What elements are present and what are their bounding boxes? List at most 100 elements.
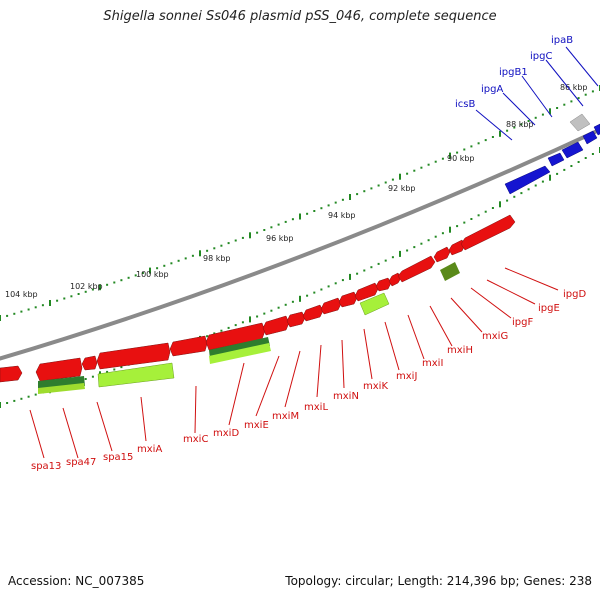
summary-text: Topology: circular; Length: 214,396 bp; …: [285, 574, 592, 588]
track-tick: [184, 257, 187, 260]
map-title: Shigella sonnei Ss046 plasmid pSS_046, c…: [103, 9, 497, 24]
track-tick: [284, 303, 287, 306]
track-tick: [127, 276, 130, 279]
track-tick: [20, 310, 23, 313]
track-tick: [370, 187, 373, 190]
scale-label-88: 88 kbp: [506, 120, 534, 129]
track-tick: [27, 395, 30, 398]
track-tick: [549, 174, 551, 181]
track-tick: [220, 329, 223, 332]
gene-ipgC: [582, 130, 598, 145]
label-mxiH: mxiH: [447, 345, 473, 356]
scale-label-104: 104 kbp: [5, 290, 38, 299]
track-tick: [341, 198, 344, 201]
label-ipaB: ipaB: [551, 35, 573, 46]
track-tick: [356, 193, 359, 196]
scale-label-98: 98 kbp: [203, 254, 231, 263]
label-ipgB1: ipgB1: [499, 67, 528, 78]
track-tick: [484, 210, 487, 213]
track-tick: [284, 220, 287, 223]
track-tick: [499, 130, 501, 137]
track-tick: [291, 300, 294, 303]
track-tick: [399, 250, 401, 257]
track-tick: [527, 120, 530, 122]
label-mxiA: mxiA: [137, 444, 162, 455]
label-spa13: spa13: [31, 461, 61, 472]
label-ipgF: ipgF: [512, 317, 533, 328]
red-leader-lines: [29, 267, 559, 459]
track-tick: [113, 368, 116, 371]
track-tick: [13, 312, 16, 315]
track-tick: [206, 249, 209, 252]
track-tick: [434, 235, 437, 238]
track-tick: [356, 272, 359, 275]
backbone-arc: [0, 127, 600, 361]
track-tick: [413, 246, 416, 249]
track-tick: [420, 242, 423, 245]
scale-label-94: 94 kbp: [328, 211, 356, 220]
track-tick: [149, 267, 151, 274]
track-tick: [556, 107, 559, 109]
track-tick: [63, 297, 66, 300]
track-tick: [413, 169, 416, 172]
track-tick: [449, 226, 451, 233]
track-tick: [249, 316, 251, 323]
track-tick: [270, 226, 273, 229]
track-tick: [70, 295, 73, 298]
track-tick: [549, 108, 551, 115]
track-tick: [520, 123, 523, 126]
track-tick: [477, 142, 480, 145]
track-tick: [363, 190, 366, 193]
track-tick: [427, 239, 430, 242]
track-tick: [341, 279, 344, 282]
gene-light-green-4: [359, 292, 390, 316]
label-icsB: icsB: [455, 99, 475, 110]
track-tick: [349, 194, 351, 200]
scale-label-92: 92 kbp: [388, 184, 416, 193]
track-tick: [277, 223, 280, 226]
track-tick: [427, 163, 430, 166]
track-tick: [34, 306, 37, 309]
track-tick: [141, 272, 144, 274]
track-tick: [234, 324, 237, 327]
track-tick: [463, 148, 466, 151]
gene-olive-green: [440, 262, 460, 281]
track-tick: [484, 139, 487, 142]
track-tick: [563, 168, 566, 171]
gene-grey-block: [569, 113, 591, 132]
track-tick: [506, 129, 509, 132]
track-tick: [334, 282, 337, 285]
track-tick: [584, 93, 587, 96]
track-tick: [299, 295, 301, 302]
track-tick: [470, 218, 473, 220]
track-tick: [99, 284, 101, 291]
track-tick: [513, 126, 516, 129]
track-tick: [206, 335, 209, 338]
green-gene-track: [38, 262, 460, 394]
track-tick: [556, 172, 559, 175]
track-tick: [227, 242, 230, 245]
scale-label-96: 96 kbp: [266, 234, 294, 243]
label-mxiE: mxiE: [244, 420, 269, 431]
track-tick: [0, 402, 1, 408]
track-tick: [577, 161, 580, 163]
label-mxiL: mxiL: [304, 402, 328, 413]
track-tick: [256, 315, 259, 318]
label-mxiG: mxiG: [482, 331, 508, 342]
gene-ipgA: [547, 152, 565, 167]
outer-scale-track: [0, 85, 600, 321]
track-tick: [49, 300, 51, 306]
track-tick: [349, 273, 351, 280]
track-tick: [584, 157, 587, 159]
gene-ipgB1: [561, 141, 584, 159]
track-tick: [34, 393, 37, 396]
track-tick: [27, 308, 30, 311]
track-tick: [77, 293, 80, 295]
track-tick: [156, 267, 159, 270]
track-tick: [477, 214, 480, 217]
track-tick: [277, 306, 280, 309]
track-tick: [327, 285, 330, 288]
gene-icsB: [504, 165, 551, 195]
label-mxiM: mxiM: [272, 411, 299, 422]
